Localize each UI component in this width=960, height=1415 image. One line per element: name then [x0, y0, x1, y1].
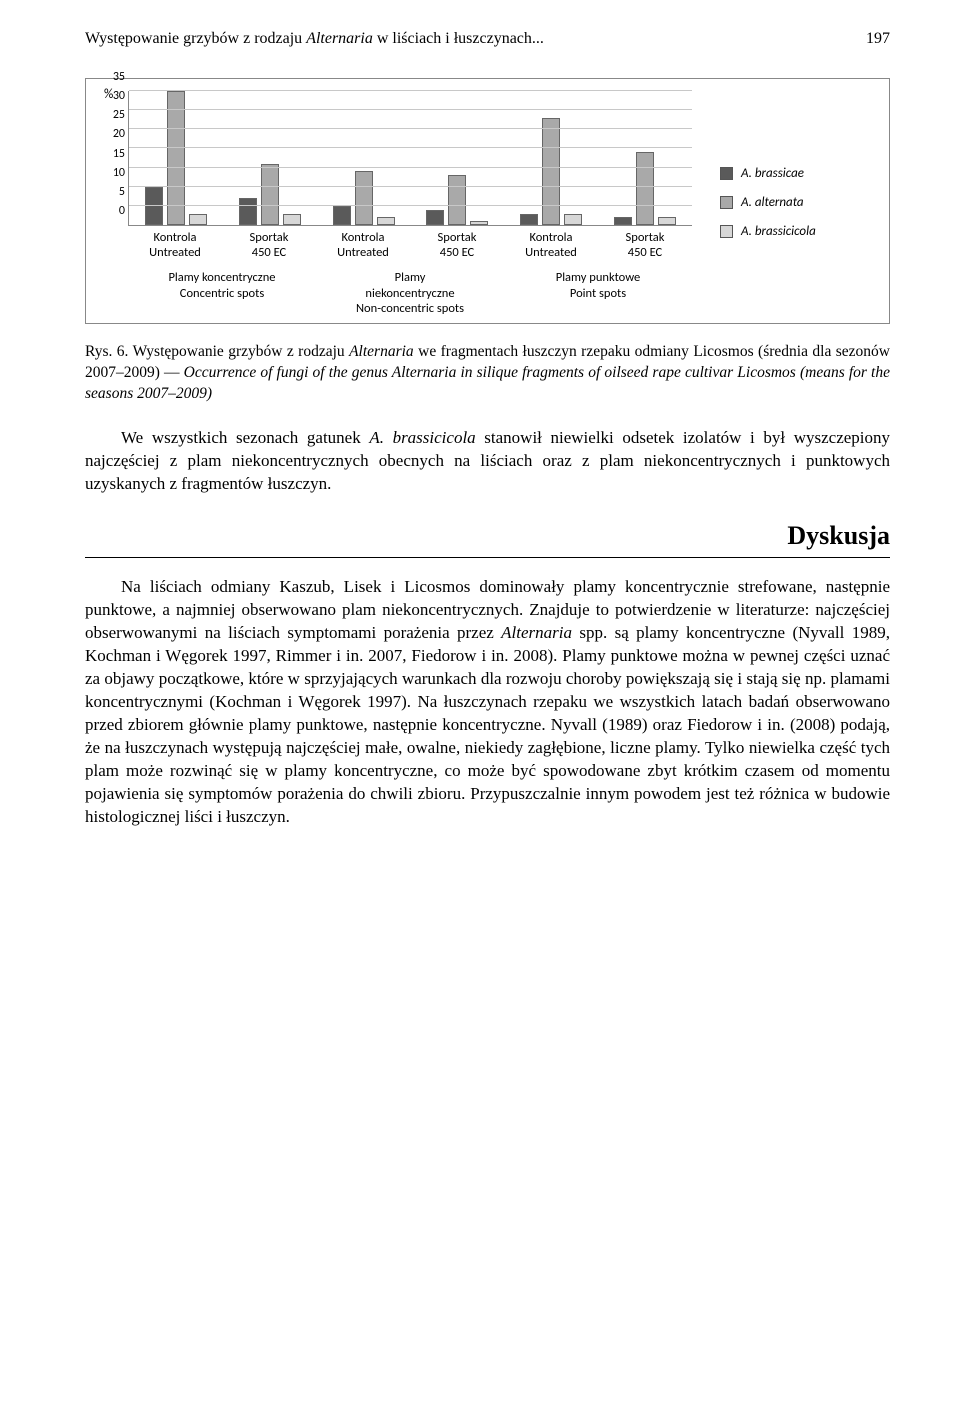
- legend-swatch: [720, 167, 733, 180]
- bar: [355, 171, 373, 225]
- super-group-row: Plamy koncentryczneConcentric spotsPlamy…: [128, 270, 692, 317]
- section-heading: Dyskusja: [85, 521, 890, 558]
- chart-axes: 05101520253035: [128, 91, 692, 226]
- bar: [564, 214, 582, 225]
- paragraph-2: Na liściach odmiany Kaszub, Lisek i Lico…: [85, 576, 890, 828]
- grid-line: [129, 205, 692, 206]
- x-tick: KontrolaUntreated: [504, 230, 598, 260]
- y-tick: 0: [101, 204, 125, 218]
- plot-area: % 05101520253035 KontrolaUntreatedSporta…: [92, 89, 692, 317]
- bar: [189, 214, 207, 225]
- p2-i1: Alternaria: [501, 623, 572, 642]
- grid-line: [129, 109, 692, 110]
- caption-italic-1: Alternaria: [349, 343, 414, 360]
- y-tick: 15: [101, 147, 125, 161]
- bar: [145, 187, 163, 225]
- x-tick: KontrolaUntreated: [316, 230, 410, 260]
- bar: [520, 214, 538, 225]
- bar: [333, 206, 351, 225]
- bar: [470, 221, 488, 225]
- bar: [283, 214, 301, 225]
- legend-label: A. alternata: [741, 195, 804, 210]
- legend-label: A. brassicicola: [741, 224, 816, 239]
- p1-t1: We wszystkich sezonach gatunek: [121, 428, 369, 447]
- bar: [448, 175, 466, 225]
- legend-item: A. brassicae: [720, 166, 883, 181]
- y-tick: 10: [101, 166, 125, 180]
- y-tick: 20: [101, 127, 125, 141]
- title-italic: Alternaria: [306, 30, 373, 47]
- paragraph-1: We wszystkich sezonach gatunek A. brassi…: [85, 427, 890, 496]
- y-tick: 5: [101, 185, 125, 199]
- page-header: Występowanie grzybów z rodzaju Alternari…: [85, 30, 890, 48]
- p2-t2: spp. są plamy koncentryczne (Nyvall 1989…: [85, 623, 890, 826]
- y-tick: 35: [101, 70, 125, 84]
- group-label: Plamy punktowePoint spots: [504, 270, 692, 317]
- bar: [377, 217, 395, 225]
- bar: [614, 217, 632, 225]
- group-label: PlamyniekoncentryczneNon-concentric spot…: [316, 270, 504, 317]
- bar: [658, 217, 676, 225]
- grid-line: [129, 147, 692, 148]
- x-tick-row: KontrolaUntreatedSportak450 ECKontrolaUn…: [128, 230, 692, 260]
- bar: [261, 164, 279, 225]
- bar: [426, 210, 444, 225]
- y-tick: 25: [101, 108, 125, 122]
- running-title: Występowanie grzybów z rodzaju Alternari…: [85, 30, 544, 48]
- grid-line: [129, 90, 692, 91]
- legend-label: A. brassicae: [741, 166, 804, 181]
- x-tick: Sportak450 EC: [598, 230, 692, 260]
- grid-line: [129, 186, 692, 187]
- legend-item: A. alternata: [720, 195, 883, 210]
- figure-chart: % 05101520253035 KontrolaUntreatedSporta…: [85, 78, 890, 324]
- p1-i1: A. brassicicola: [369, 428, 475, 447]
- caption-prefix: Rys. 6. Występowanie grzybów z rodzaju: [85, 343, 349, 360]
- group-label: Plamy koncentryczneConcentric spots: [128, 270, 316, 317]
- legend-swatch: [720, 225, 733, 238]
- page-number: 197: [866, 30, 890, 48]
- bar: [542, 118, 560, 225]
- bar: [239, 198, 257, 225]
- bar: [636, 152, 654, 225]
- y-tick: 30: [101, 89, 125, 103]
- x-tick: Sportak450 EC: [410, 230, 504, 260]
- legend-item: A. brassicicola: [720, 224, 883, 239]
- grid-line: [129, 167, 692, 168]
- x-tick: Sportak450 EC: [222, 230, 316, 260]
- figure-caption: Rys. 6. Występowanie grzybów z rodzaju A…: [85, 342, 890, 405]
- grid-line: [129, 128, 692, 129]
- title-prefix: Występowanie grzybów z rodzaju: [85, 30, 306, 47]
- x-tick: KontrolaUntreated: [128, 230, 222, 260]
- legend-swatch: [720, 196, 733, 209]
- title-suffix: w liściach i łuszczynach...: [373, 30, 544, 47]
- legend: A. brassicae A. alternata A. brassicicola: [692, 89, 883, 317]
- caption-italic-2: Occurrence of fungi of the genus Alterna…: [85, 364, 890, 402]
